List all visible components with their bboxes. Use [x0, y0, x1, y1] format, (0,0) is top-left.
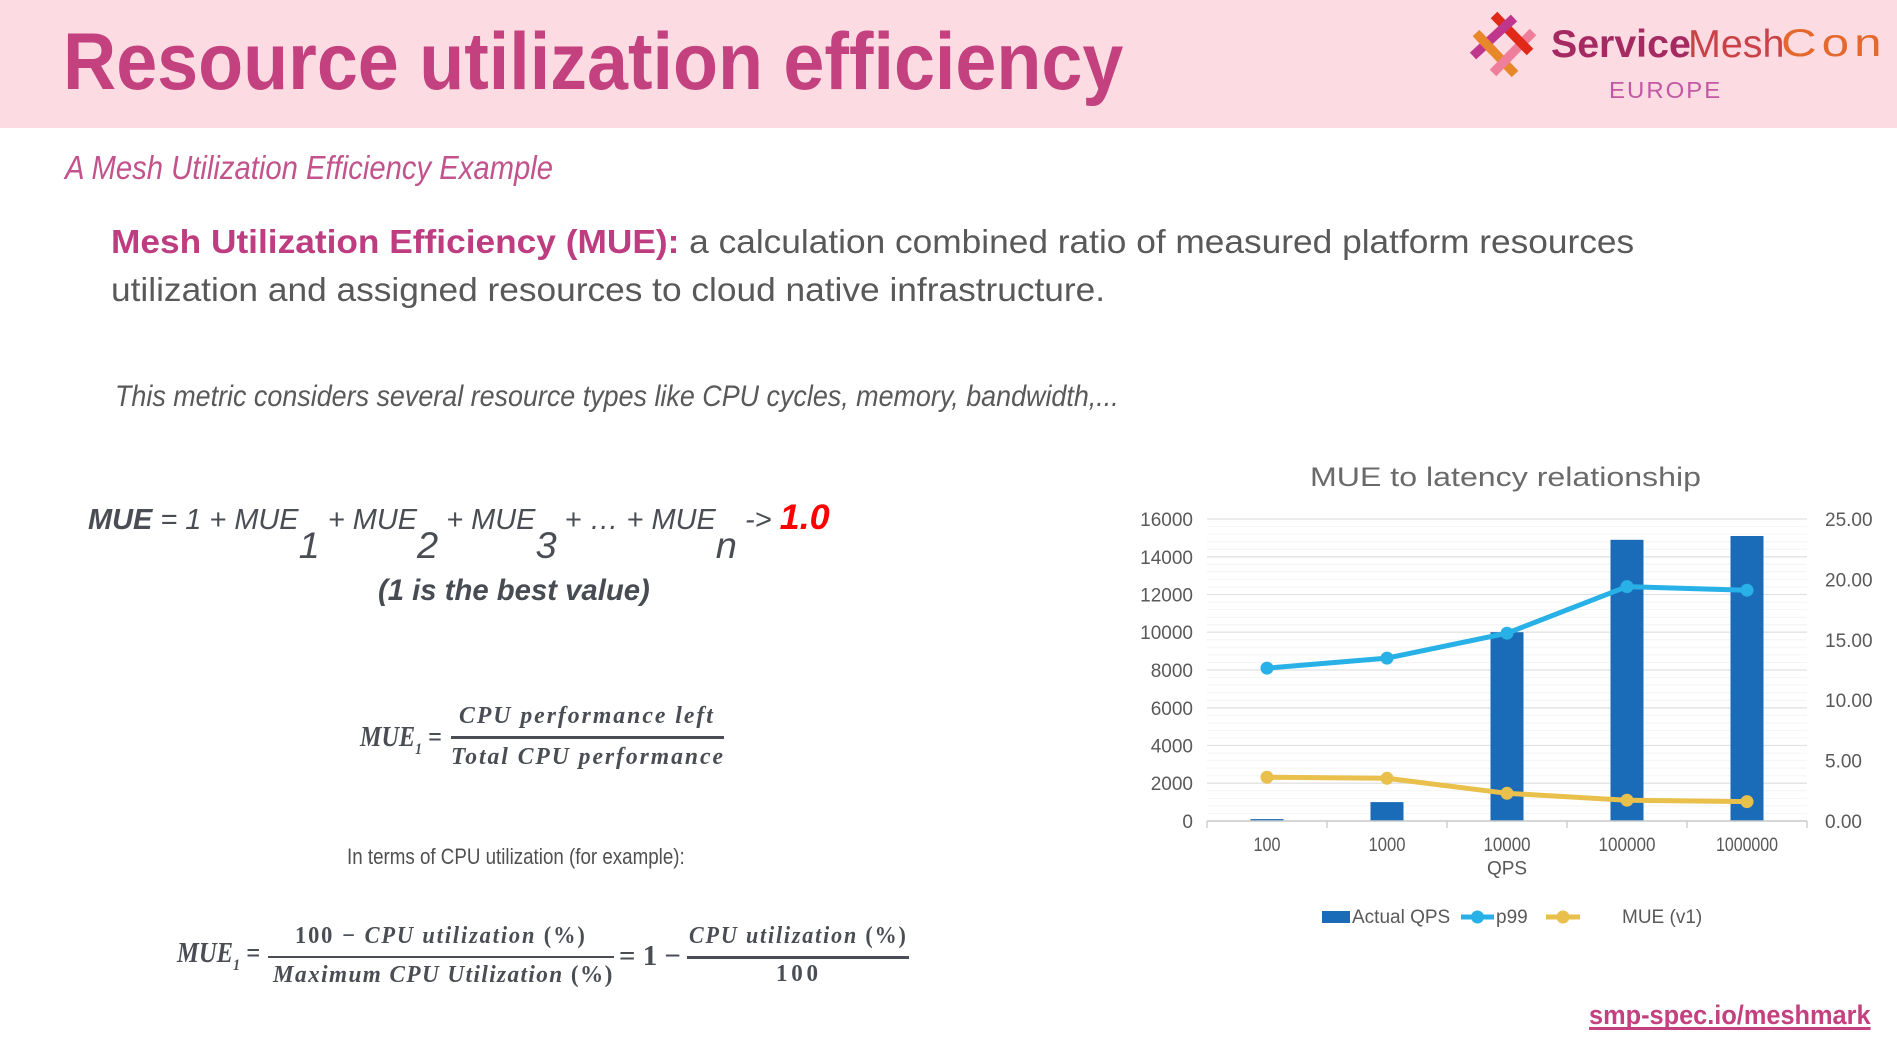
svg-text:16000: 16000 — [1140, 510, 1193, 531]
svg-text:10000: 10000 — [1140, 623, 1193, 644]
svg-text:14000: 14000 — [1140, 548, 1193, 569]
svg-text:MUE (v1): MUE (v1) — [1622, 907, 1702, 928]
svg-text:Actual QPS: Actual QPS — [1352, 907, 1450, 928]
svg-text:2000: 2000 — [1151, 774, 1193, 795]
svg-text:12000: 12000 — [1140, 586, 1193, 607]
svg-text:0: 0 — [1182, 812, 1193, 833]
svg-text:QPS: QPS — [1487, 859, 1527, 880]
svg-text:10.00: 10.00 — [1825, 691, 1873, 712]
svg-text:8000: 8000 — [1151, 661, 1193, 682]
svg-text:100000: 100000 — [1599, 835, 1656, 856]
svg-text:100: 100 — [1254, 835, 1281, 856]
svg-text:10000: 10000 — [1484, 835, 1531, 856]
svg-text:25.00: 25.00 — [1825, 510, 1873, 531]
svg-text:6000: 6000 — [1151, 699, 1193, 720]
svg-text:1000: 1000 — [1369, 835, 1406, 856]
svg-text:20.00: 20.00 — [1825, 570, 1873, 591]
svg-text:5.00: 5.00 — [1825, 752, 1862, 773]
svg-text:1000000: 1000000 — [1716, 835, 1778, 856]
svg-text:4000: 4000 — [1151, 737, 1193, 758]
svg-text:p99: p99 — [1496, 907, 1528, 928]
svg-text:MUE to latency relationship: MUE to latency relationship — [1310, 462, 1701, 492]
svg-text:15.00: 15.00 — [1825, 631, 1873, 652]
svg-text:0.00: 0.00 — [1825, 812, 1862, 833]
